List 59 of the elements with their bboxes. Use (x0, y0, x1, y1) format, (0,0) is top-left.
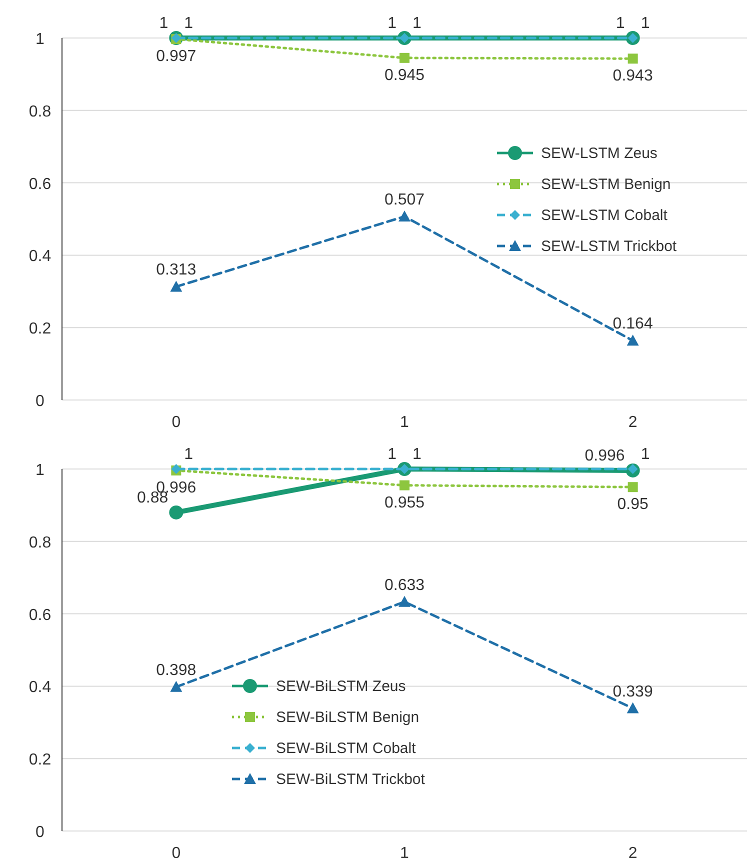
data-label: 0.943 (612, 68, 653, 85)
y-tick-label: 0 (36, 393, 45, 410)
y-tick-label: 1 (36, 31, 45, 48)
data-label: 1 (388, 15, 397, 32)
legend-label: SEW-LSTM Zeus (541, 145, 658, 162)
data-label: 1 (412, 15, 422, 32)
y-tick-label: 1 (36, 462, 45, 479)
data-label: 0.633 (384, 576, 425, 594)
x-tick-label: 0 (172, 845, 181, 858)
point (628, 482, 638, 492)
x-tick-label: 1 (400, 414, 410, 431)
data-label: 0.507 (384, 191, 425, 208)
data-label: 1 (640, 446, 650, 463)
y-tick-label: 0.6 (28, 606, 52, 624)
legend-label: SEW-BiLSTM Cobalt (276, 740, 417, 757)
y-tick-label: 0.8 (28, 534, 52, 552)
data-label: 1 (388, 446, 397, 463)
legend-label: SEW-BiLSTM Zeus (276, 678, 406, 695)
data-label: 0.398 (156, 662, 196, 679)
data-label: 1 (412, 446, 422, 463)
data-label: 0.313 (156, 262, 196, 279)
point (398, 596, 410, 607)
point (400, 52, 410, 63)
y-tick-label: 0 (36, 824, 45, 841)
legend-label: SEW-LSTM Trickbot (541, 238, 678, 255)
y-tick-label: 0.6 (28, 176, 52, 193)
data-label: 0.955 (384, 494, 425, 512)
point (400, 480, 410, 490)
data-label: 0.339 (612, 683, 653, 700)
legend-label: SEW-LSTM Cobalt (541, 207, 668, 224)
data-label: 0.996 (584, 447, 625, 464)
y-tick-label: 0.2 (28, 320, 52, 338)
x-tick-label: 1 (400, 845, 410, 858)
point (170, 280, 182, 292)
point (626, 702, 639, 714)
x-tick-label: 0 (172, 414, 181, 431)
x-tick-label: 2 (628, 845, 638, 858)
data-label: 0.997 (156, 48, 196, 66)
y-tick-label: 0.4 (28, 248, 52, 266)
x-tick-label: 2 (628, 414, 638, 431)
point (626, 334, 639, 346)
legend-label: SEW-BiLSTM Trickbot (276, 771, 426, 788)
y-tick-label: 0.4 (28, 679, 52, 696)
point (398, 210, 410, 222)
data-label: 0.164 (612, 316, 653, 333)
data-label: 0.95 (617, 496, 649, 514)
data-label: 0.945 (384, 66, 425, 84)
point (628, 54, 638, 64)
data-label: 1 (640, 15, 650, 32)
y-tick-label: 0.2 (28, 752, 52, 769)
data-label: 1 (616, 15, 625, 32)
legend-label: SEW-LSTM Benign (541, 176, 671, 193)
data-label: 1 (184, 446, 194, 463)
data-label: 1 (159, 15, 168, 32)
point (170, 680, 182, 692)
y-tick-label: 0.8 (28, 103, 52, 120)
data-label: 1 (184, 15, 194, 32)
legend-label: SEW-BiLSTM Benign (276, 709, 420, 726)
point (169, 505, 184, 520)
